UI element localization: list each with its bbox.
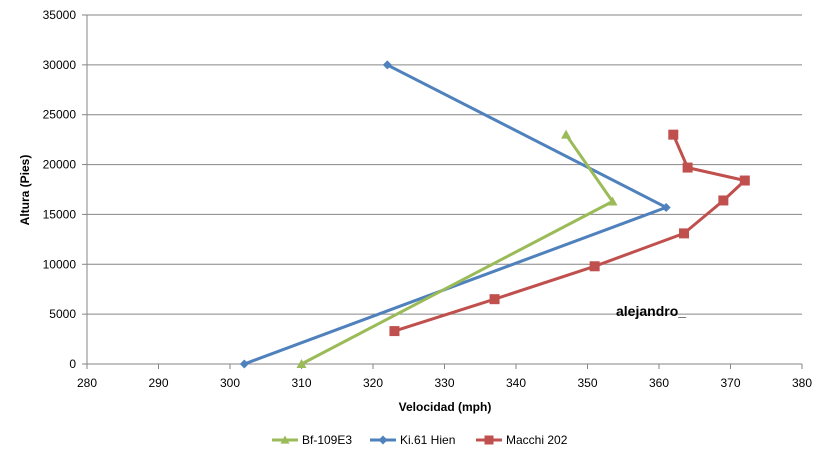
x-tick-label: 340 xyxy=(506,376,526,390)
series-line xyxy=(393,134,747,333)
legend-item: Macchi 202 xyxy=(476,433,568,447)
gridlines xyxy=(87,14,802,315)
square-marker xyxy=(739,175,750,186)
x-tick-label: 330 xyxy=(434,376,454,390)
watermark-annotation: alejandro_ xyxy=(616,303,686,319)
x-axis-title: Velocidad (mph) xyxy=(399,400,492,414)
square-marker xyxy=(484,435,494,445)
diamond-marker xyxy=(378,435,388,445)
y-tick-label: 0 xyxy=(69,357,76,371)
square-marker xyxy=(718,195,729,206)
square-marker xyxy=(589,261,600,272)
square-marker xyxy=(489,294,500,305)
triangle-marker xyxy=(280,435,290,444)
legend: Bf-109E3 Ki.61 Hien Macchi 202 xyxy=(272,433,568,447)
x-tick-label: 380 xyxy=(792,376,812,390)
x-tick-label: 360 xyxy=(649,376,669,390)
axes xyxy=(82,14,803,369)
y-tick-label: 5000 xyxy=(49,307,76,321)
x-tick-label: 350 xyxy=(577,376,597,390)
y-tick-labels: 0 5000 10000 15000 20000 25000 30000 35000 xyxy=(43,8,77,371)
x-tick-labels: 280 290 300 310 320 330 340 350 360 370 380 xyxy=(77,376,812,390)
legend-label: Ki.61 Hien xyxy=(400,433,455,447)
y-tick-label: 25000 xyxy=(43,108,77,122)
x-tick-label: 300 xyxy=(220,376,240,390)
series-bf-109e3 xyxy=(296,129,618,368)
x-tick-label: 370 xyxy=(720,376,740,390)
series-group xyxy=(239,60,750,369)
series-line xyxy=(300,133,614,366)
square-marker xyxy=(389,326,400,337)
diamond-marker xyxy=(239,359,249,369)
x-tick-label: 320 xyxy=(363,376,383,390)
triangle-marker xyxy=(607,196,618,206)
legend-label: Macchi 202 xyxy=(506,433,568,447)
triangle-marker xyxy=(296,359,307,368)
y-tick-label: 30000 xyxy=(43,58,77,72)
legend-item: Ki.61 Hien xyxy=(370,433,455,447)
x-tick-label: 310 xyxy=(291,376,311,390)
x-tick-label: 290 xyxy=(148,376,168,390)
triangle-marker xyxy=(561,129,572,139)
y-tick-label: 10000 xyxy=(43,257,77,271)
diamond-marker xyxy=(382,60,392,70)
legend-item: Bf-109E3 xyxy=(272,433,352,447)
series-macchi-202 xyxy=(389,129,750,337)
square-marker xyxy=(668,129,679,140)
diamond-marker xyxy=(661,202,671,212)
y-tick-label: 15000 xyxy=(43,207,77,221)
x-tick-label: 280 xyxy=(77,376,97,390)
legend-label: Bf-109E3 xyxy=(302,433,352,447)
square-marker xyxy=(682,162,693,173)
y-axis-title: Altura (Pies) xyxy=(18,155,32,226)
y-tick-label: 20000 xyxy=(43,158,77,172)
series-ki-61-hien xyxy=(239,60,671,369)
y-tick-label: 35000 xyxy=(43,8,77,22)
square-marker xyxy=(679,228,690,239)
